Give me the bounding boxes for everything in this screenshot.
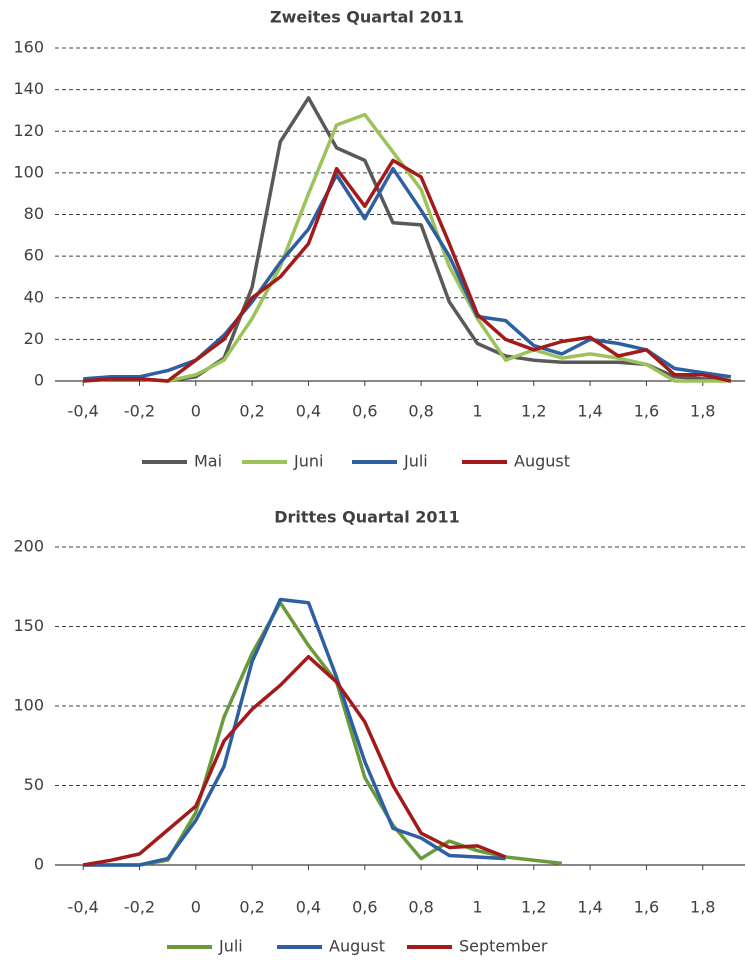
y-tick-label: 20 (24, 329, 44, 348)
legend-label: Mai (194, 452, 222, 471)
y-tick-label: 200 (13, 537, 44, 556)
x-tick-label: -0,2 (124, 898, 155, 917)
legend-label: August (514, 452, 570, 471)
x-tick-label: -0,4 (68, 402, 99, 421)
y-tick-label: 60 (24, 246, 44, 265)
chart-title: Drittes Quartal 2011 (274, 508, 460, 527)
y-tick-label: 50 (24, 775, 44, 794)
x-tick-label: -0,4 (68, 898, 99, 917)
y-tick-label: 120 (13, 121, 44, 140)
x-tick-label: 1,4 (577, 898, 602, 917)
x-tick-label: 0,2 (239, 402, 264, 421)
x-tick-label: 1,2 (521, 898, 546, 917)
series-line (83, 597, 506, 867)
y-tick-label: 0 (34, 371, 44, 390)
x-tick-label: 0,6 (352, 402, 377, 421)
x-tick-label: 1,8 (690, 402, 715, 421)
series-line (83, 96, 732, 383)
legend-label: Juli (403, 452, 428, 471)
x-tick-label: 1,6 (634, 402, 659, 421)
x-tick-label: 1,4 (577, 402, 602, 421)
y-tick-label: 150 (13, 616, 44, 635)
x-tick-label: 0,4 (296, 898, 321, 917)
legend-label: Juni (293, 452, 323, 471)
x-tick-label: 0,2 (239, 898, 264, 917)
x-tick-label: 0 (191, 402, 201, 421)
x-tick-label: 0,8 (408, 898, 433, 917)
x-tick-label: 0,4 (296, 402, 321, 421)
y-tick-label: 40 (24, 287, 44, 306)
x-tick-label: 0,6 (352, 898, 377, 917)
y-tick-label: 160 (13, 38, 44, 57)
x-tick-label: 1 (472, 898, 482, 917)
series-line (83, 166, 732, 381)
series-line (82, 654, 507, 867)
series-line (83, 112, 731, 383)
x-tick-label: 1,6 (634, 898, 659, 917)
series-line (83, 158, 732, 383)
x-tick-label: 1,8 (690, 898, 715, 917)
y-tick-label: 140 (13, 79, 44, 98)
x-tick-label: 1 (472, 402, 482, 421)
x-tick-label: -0,2 (124, 402, 155, 421)
x-tick-label: 0 (191, 898, 201, 917)
legend-label: Juli (218, 937, 243, 956)
legend-label: September (459, 937, 548, 956)
legend-label: August (329, 937, 385, 956)
x-tick-label: 0,8 (408, 402, 433, 421)
y-tick-label: 80 (24, 204, 44, 223)
y-tick-label: 0 (34, 855, 44, 874)
y-tick-label: 100 (13, 696, 44, 715)
x-tick-label: 1,2 (521, 402, 546, 421)
y-tick-label: 100 (13, 162, 44, 181)
chart-title: Zweites Quartal 2011 (270, 8, 464, 27)
